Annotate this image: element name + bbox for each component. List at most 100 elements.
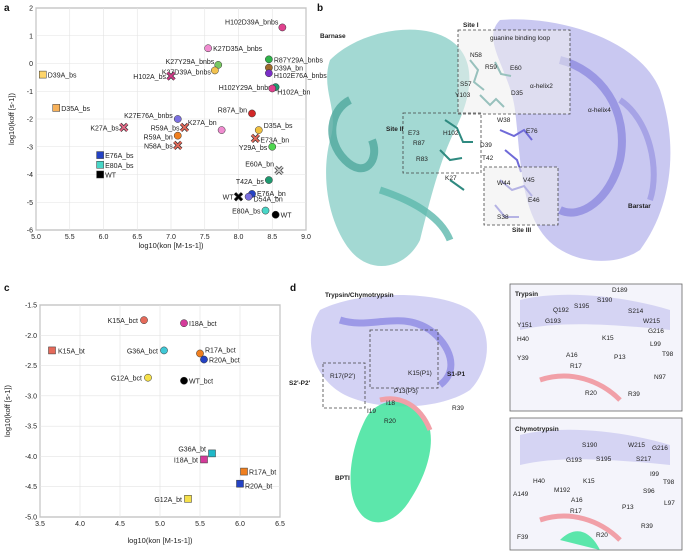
data-label: WT xyxy=(223,195,235,202)
y-axis-label: log10(koff [s-1]) xyxy=(3,385,12,437)
data-label: R20A_bct xyxy=(209,358,240,365)
barnase-helix xyxy=(328,96,379,173)
scatter-chart-c: 3.5 4.0 4.5 5.0 5.5 6.0 6.5 -1.5 -2.0 -2.5 -3.0 -3.… xyxy=(3,303,285,546)
data-point xyxy=(52,104,60,112)
y-tick-label: 1 xyxy=(29,33,33,40)
data-label: WT_bct xyxy=(189,379,213,386)
data-label: D35A_bs xyxy=(264,123,293,130)
structure-label: L99 xyxy=(650,341,661,348)
structure-label: G216 xyxy=(648,328,664,335)
data-label: K27A_bn xyxy=(188,120,217,127)
structure-label: S195 xyxy=(596,456,612,463)
data-label: R59A_bs xyxy=(151,125,180,132)
data-point xyxy=(196,349,204,358)
structure-label: A16 xyxy=(571,497,583,504)
data-point xyxy=(214,61,223,69)
structure-label: K15 xyxy=(602,335,614,342)
structure-label: S1-P1 xyxy=(447,371,465,378)
data-point xyxy=(278,23,287,32)
data-label: E60A_bn xyxy=(245,161,274,168)
structure-label: Barnase xyxy=(320,33,346,40)
structure-label: W38 xyxy=(497,117,511,124)
structure-label: Y39 xyxy=(517,355,529,362)
data-point xyxy=(140,316,148,324)
site-box xyxy=(483,166,559,226)
x-tick-label: 9.0 xyxy=(301,234,311,241)
y-tick-label: -3.5 xyxy=(25,424,37,431)
data-label: WT xyxy=(105,173,117,180)
data-point xyxy=(240,467,248,476)
data-point xyxy=(265,176,273,184)
y-tick-label: -6 xyxy=(27,228,33,235)
data-point xyxy=(184,495,192,503)
structure-label: I19 xyxy=(367,408,376,415)
structure-label: W44 xyxy=(497,180,511,187)
data-point xyxy=(244,192,253,201)
structure-label: T98 xyxy=(663,479,675,486)
structure-label: W215 xyxy=(643,318,660,325)
data-point xyxy=(208,449,216,458)
data-label: H102A_bn xyxy=(277,89,310,96)
data-label: R87A_bn xyxy=(218,107,247,114)
structure-label: N97 xyxy=(654,374,666,381)
y-tick-label: -5.0 xyxy=(25,515,37,522)
y-tick-label: -1.5 xyxy=(25,303,37,310)
data-label: N58A_bs xyxy=(144,143,173,150)
structure-label: F39 xyxy=(517,534,529,541)
data-label: E80A_bs xyxy=(232,209,261,216)
structure-label: Q192 xyxy=(553,307,569,314)
data-label: D35A_bs xyxy=(61,106,90,113)
data-label: K27Y29A_bnbs xyxy=(166,59,215,66)
data-point xyxy=(48,346,56,355)
data-point xyxy=(211,66,219,75)
x-tick-label: 5.0 xyxy=(155,521,165,528)
structure-label: Trypsin/Chymotrypsin xyxy=(325,292,394,299)
structure-label: S96 xyxy=(643,488,655,495)
data-label: E73A_bn xyxy=(260,137,289,144)
data-label: H102A_bs xyxy=(133,74,166,81)
data-point xyxy=(248,109,256,118)
data-label: K27D39A_bnbs xyxy=(162,69,212,76)
data-label: G12A_bct xyxy=(111,376,142,383)
data-point xyxy=(160,346,168,355)
data-point xyxy=(180,319,188,328)
structure-label: R17 xyxy=(570,508,582,515)
structure-label: Site II xyxy=(386,126,404,133)
data-label: E80A_bs xyxy=(105,163,134,170)
structure-label: K27 xyxy=(445,175,457,182)
barnase-strand xyxy=(378,186,454,242)
structure-label: E46 xyxy=(528,197,540,204)
data-point xyxy=(180,376,188,385)
x-tick-label: 6.0 xyxy=(99,234,109,241)
x-tick-label: 7.5 xyxy=(200,234,210,241)
structure-label: S57 xyxy=(460,81,472,88)
structure-label: Chymotrypsin xyxy=(515,426,559,433)
site-box xyxy=(369,329,439,389)
data-point xyxy=(173,115,182,123)
structure-label: P13 xyxy=(614,354,626,361)
structure-label: S2'-P2' xyxy=(289,380,311,387)
structure-label: R83 xyxy=(416,156,428,163)
x-axis-label: log10(kon [M-1s-1]) xyxy=(138,241,204,250)
structure-label: I18 xyxy=(386,400,395,407)
data-point xyxy=(166,71,176,81)
y-tick-label: -2.5 xyxy=(25,363,37,370)
structure-label: guanine binding loop xyxy=(490,35,550,42)
data-point xyxy=(173,140,183,150)
structure-label: R87 xyxy=(413,140,425,147)
data-label: H102Y29A_bnbs xyxy=(219,85,272,92)
data-point xyxy=(265,55,273,64)
data-label: I18A_bct xyxy=(189,321,217,328)
protease-sheet xyxy=(338,316,455,388)
structure-label: S190 xyxy=(582,442,598,449)
structure-label: α-helix4 xyxy=(588,107,611,114)
data-label: D39A_bn xyxy=(274,66,303,73)
structure-label: BPTI xyxy=(335,475,350,482)
structure-label: T98 xyxy=(662,351,674,358)
y-tick-label: -3 xyxy=(27,144,33,151)
structure-label: α-helix2 xyxy=(530,83,553,90)
data-label: G36A_bt xyxy=(178,446,206,453)
structure-label: Site I xyxy=(463,22,479,29)
data-label: D39A_bs xyxy=(48,73,77,80)
